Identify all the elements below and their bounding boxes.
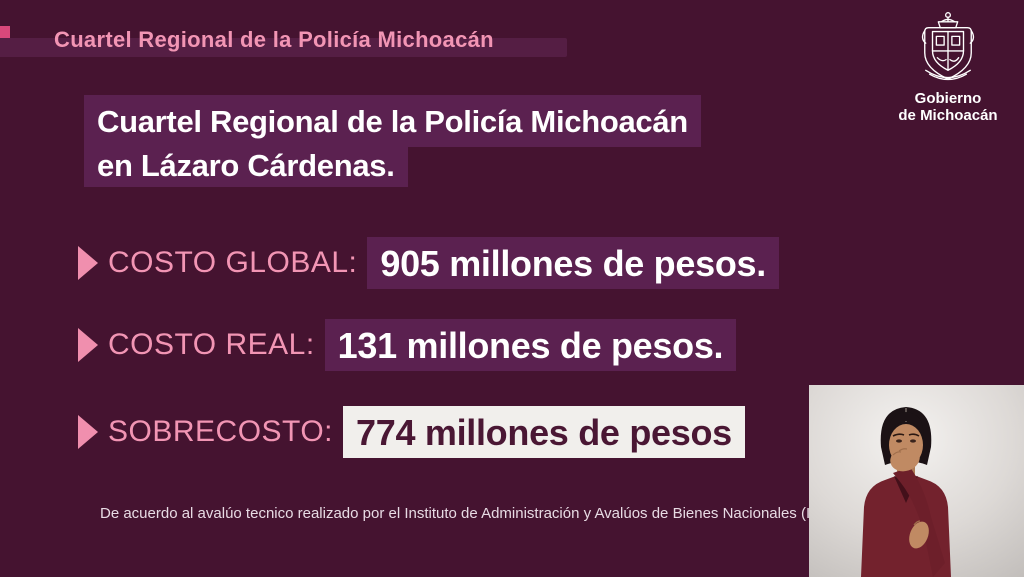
logo-text-line1: Gobierno — [914, 90, 982, 107]
michoacan-coat-of-arms-icon — [896, 10, 1000, 86]
cost-real-value: 131 millones de pesos. — [324, 319, 737, 371]
sign-language-interpreter-video — [809, 385, 1024, 577]
bullet-triangle-icon — [78, 415, 98, 449]
cost-real-label: COSTO REAL: — [108, 328, 315, 361]
cost-global-label: COSTO GLOBAL: — [108, 246, 358, 279]
cost-row-sobrecosto: SOBRECOSTO: 774 millones de pesos — [78, 406, 745, 458]
cost-global-value: 905 millones de pesos. — [367, 237, 779, 289]
footnote-text: De acuerdo al avalúo tecnico realizado p… — [100, 505, 832, 522]
headline-line2: en Lázaro Cárdenas. — [84, 147, 408, 187]
logo-text-line2: de Michoacán — [898, 107, 998, 124]
sobrecosto-label: SOBRECOSTO: — [108, 415, 333, 448]
bullet-triangle-icon — [78, 328, 98, 362]
cost-row-real: COSTO REAL: 131 millones de pesos. — [78, 319, 737, 371]
top-title-strip — [0, 38, 567, 57]
headline-line1: Cuartel Regional de la Policía Michoacán — [84, 95, 701, 147]
cost-row-global: COSTO GLOBAL: 905 millones de pesos. — [78, 237, 779, 289]
bullet-triangle-icon — [78, 246, 98, 280]
top-bar-title: Cuartel Regional de la Policía Michoacán — [54, 27, 494, 52]
sobrecosto-value: 774 millones de pesos — [343, 406, 745, 458]
government-logo: Gobierno de Michoacán — [896, 10, 1000, 124]
top-left-accent-square — [0, 26, 10, 39]
